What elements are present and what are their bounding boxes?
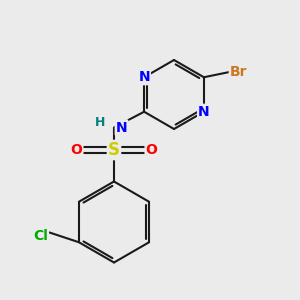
Text: N: N — [138, 70, 150, 84]
Text: S: S — [108, 141, 120, 159]
Text: Cl: Cl — [33, 229, 48, 242]
Text: O: O — [70, 143, 83, 157]
Text: H: H — [95, 116, 106, 129]
Text: O: O — [146, 143, 158, 157]
Text: N: N — [116, 121, 127, 134]
Text: Br: Br — [230, 65, 247, 79]
Text: N: N — [198, 105, 210, 119]
